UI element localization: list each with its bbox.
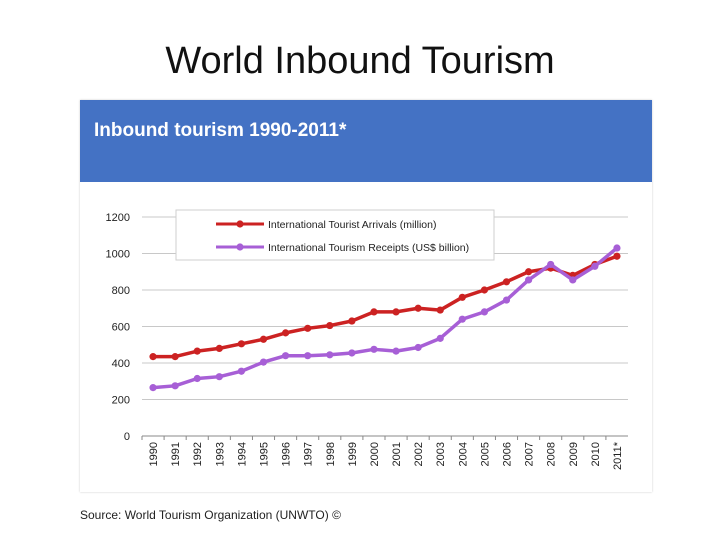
x-tick-label-2011*: 2011*: [612, 441, 624, 470]
x-tick-label-1990: 1990: [148, 442, 160, 466]
x-tick-label-2006: 2006: [502, 442, 514, 466]
slide-title: World Inbound Tourism: [165, 40, 555, 82]
y-tick-label-800: 800: [112, 285, 130, 297]
series-0-point-2003: [436, 306, 444, 314]
legend-label-0: International Tourist Arrivals (million): [268, 219, 436, 231]
chart-card: Inbound tourism 1990-2011* 0 200 400 600 800…: [80, 100, 652, 492]
series-1-point-2000: [370, 345, 378, 353]
legend-swatch-marker-1: [236, 243, 244, 251]
y-tick-label-200: 200: [112, 395, 130, 407]
legend-label-1: International Tourism Receipts (US$ bill…: [268, 242, 469, 254]
series-1-point-1999: [348, 349, 356, 357]
series-0-point-2004: [458, 293, 466, 301]
series-1-point-2002: [414, 343, 422, 352]
series-0-point-2001: [392, 308, 400, 316]
series-0-point-1996: [281, 329, 290, 337]
series-1-point-2010: [591, 262, 599, 270]
series-line-0: [153, 254, 618, 359]
x-tick-label-1995: 1995: [259, 442, 271, 466]
series-0-point-1998: [326, 321, 334, 330]
series-0-point-1994: [237, 340, 246, 348]
series-0-point-2007: [524, 268, 533, 276]
x-tick-label-2009: 2009: [568, 442, 580, 466]
y-tick-label-400: 400: [112, 358, 130, 370]
series-1-point-1992: [193, 374, 201, 383]
source-note: Source: World Tourism Organization (UNWT…: [80, 508, 341, 522]
series-0-point-1995: [259, 335, 268, 343]
series-0-point-1993: [215, 344, 223, 352]
y-tick-label-600: 600: [112, 322, 130, 334]
legend-box: [175, 209, 495, 261]
series-0-point-2006: [502, 278, 511, 286]
x-tick-label-1996: 1996: [281, 442, 293, 466]
x-tick-label-2000: 2000: [369, 442, 381, 466]
series-1-point-2008: [547, 260, 555, 269]
x-tick-label-2008: 2008: [546, 442, 558, 466]
x-tick-label-2005: 2005: [479, 442, 491, 466]
series-0-point-1990: [149, 353, 157, 361]
series-0-point-1999: [348, 317, 356, 325]
chart-banner: [80, 100, 652, 182]
series-1-point-1993: [215, 373, 223, 381]
series-1-point-1994: [237, 367, 246, 375]
y-tick-label-1200: 1200: [106, 212, 130, 224]
line-chart: 0 200 400 600 800 1000 1200 1990 1991 1992 1993 199…: [106, 209, 628, 470]
series-1-point-1997: [304, 352, 312, 360]
x-tick-label-2007: 2007: [524, 442, 536, 466]
series-0-point-2002: [414, 304, 422, 312]
series-1-point-2003: [436, 334, 444, 342]
series-0-point-1991: [171, 353, 179, 361]
chart-title: Inbound tourism 1990-2011*: [94, 120, 347, 141]
series-0-point-2000: [370, 308, 378, 316]
series-1-point-2011*: [613, 244, 621, 252]
x-tick-label-2002: 2002: [413, 442, 425, 466]
legend-swatch-marker-0: [236, 220, 244, 228]
series-1-point-1998: [326, 351, 334, 359]
x-tick-label-2010: 2010: [590, 442, 602, 466]
series-1-point-1996: [281, 352, 290, 360]
series-0-point-2005: [480, 286, 489, 294]
x-tick-label-1994: 1994: [236, 442, 248, 466]
series-1-point-2007: [524, 276, 533, 284]
series-0-point-1992: [193, 347, 201, 355]
x-tick-label-1993: 1993: [214, 442, 226, 466]
series-1-point-2004: [458, 315, 466, 323]
series-line-1: [152, 246, 619, 390]
series-1-point-2006: [502, 296, 511, 304]
x-tick-label-1992: 1992: [192, 442, 204, 466]
x-tick-label-2004: 2004: [457, 442, 469, 466]
x-tick-label-1991: 1991: [170, 442, 182, 466]
series-1-point-1990: [149, 384, 157, 392]
series-1-point-2001: [392, 347, 400, 355]
y-tick-label-1000: 1000: [106, 249, 130, 261]
x-tick-label-1998: 1998: [325, 442, 337, 466]
series-0-point-2011*: [613, 252, 621, 260]
x-tick-label-2003: 2003: [435, 442, 447, 466]
series-1-point-2005: [480, 308, 489, 316]
x-tick-label-2001: 2001: [391, 442, 403, 466]
series-1-point-1991: [171, 382, 179, 390]
series-0-point-1997: [304, 324, 312, 332]
x-tick-label-1997: 1997: [303, 442, 315, 466]
x-tick-label-1999: 1999: [347, 442, 359, 466]
y-tick-label-0: 0: [124, 431, 130, 443]
series-1-point-2009: [569, 276, 577, 284]
series-1-point-1995: [259, 358, 268, 366]
